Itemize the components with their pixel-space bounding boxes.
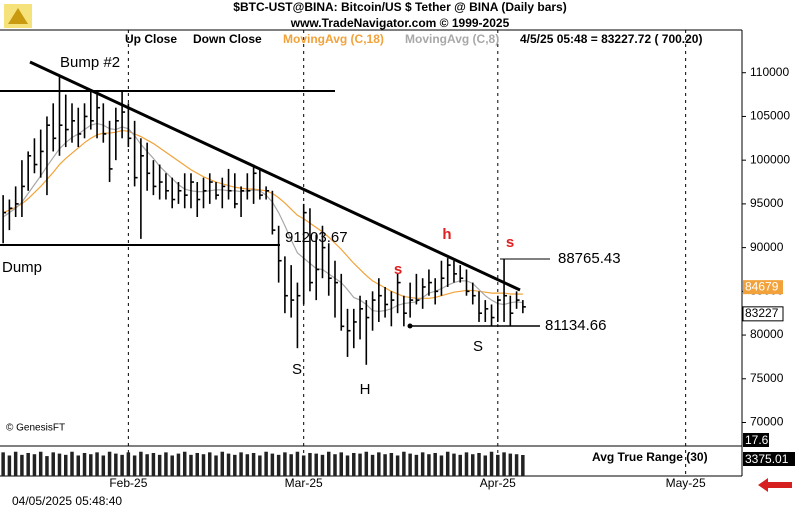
indicator-name: Avg True Range (30) [592, 450, 708, 464]
trendline [29, 60, 521, 292]
annotation: S [473, 338, 483, 355]
x-tick-label: Apr-25 [480, 476, 516, 490]
annotation: H [360, 381, 371, 398]
legend-label: MovingAvg (C,18) [283, 32, 384, 46]
legend-label: MovingAvg (C,8) [405, 32, 499, 46]
x-tick-label: Mar-25 [285, 476, 323, 490]
chart-title: $BTC-UST@BINA: Bitcoin/US $ Tether @ BIN… [233, 0, 566, 14]
last-label: 84679 [745, 279, 779, 293]
indicator-label: 17.65 [745, 433, 775, 447]
logo-shape [8, 8, 28, 24]
last-label-bg [743, 280, 783, 295]
watermark: © GenesisFT [6, 423, 65, 434]
annotation: Dump [2, 259, 42, 276]
indicator-label: 3375.01 [745, 452, 789, 466]
y-tick-label: 75000 [750, 371, 784, 385]
neckline-dot [407, 323, 413, 329]
annotation: 91203.67 [285, 229, 348, 246]
moving-average [2, 129, 523, 299]
annotation: 81134.66 [545, 317, 606, 334]
y-tick-label: 100000 [750, 152, 790, 166]
legend-down: Down Close [193, 32, 262, 46]
y-tick-label: 80000 [750, 327, 784, 341]
logo [4, 4, 32, 28]
y-tick-label: 90000 [750, 240, 784, 254]
x-tick-label: May-25 [666, 476, 706, 490]
legend-up: Up Close [125, 32, 177, 46]
x-tick-label: Feb-25 [109, 476, 147, 490]
annotation: s [506, 234, 514, 251]
chart-subtitle: www.TradeNavigator.com © 1999-2025 [290, 16, 510, 30]
indicator-label-bg [743, 433, 769, 447]
timestamp: 04/05/2025 05:48:40 [12, 494, 122, 508]
y-tick-label: 105000 [750, 109, 790, 123]
indicator-label-bg [743, 452, 795, 466]
annotation: Bump #2 [60, 54, 120, 71]
last-label-bg [742, 306, 784, 322]
y-tick-label: 110000 [750, 65, 789, 79]
y-tick-label: 95000 [750, 196, 784, 210]
annotation: s [394, 261, 402, 278]
last-label: 83227 [745, 306, 779, 320]
quote: 4/5/25 05:48 = 83227.72 ( 700.20) [520, 32, 702, 46]
annotation: 88765.43 [558, 250, 621, 267]
scroll-arrow[interactable] [758, 478, 792, 492]
annotation: S [292, 361, 302, 378]
y-tick-label: 70000 [750, 415, 784, 429]
annotation: h [442, 226, 451, 243]
